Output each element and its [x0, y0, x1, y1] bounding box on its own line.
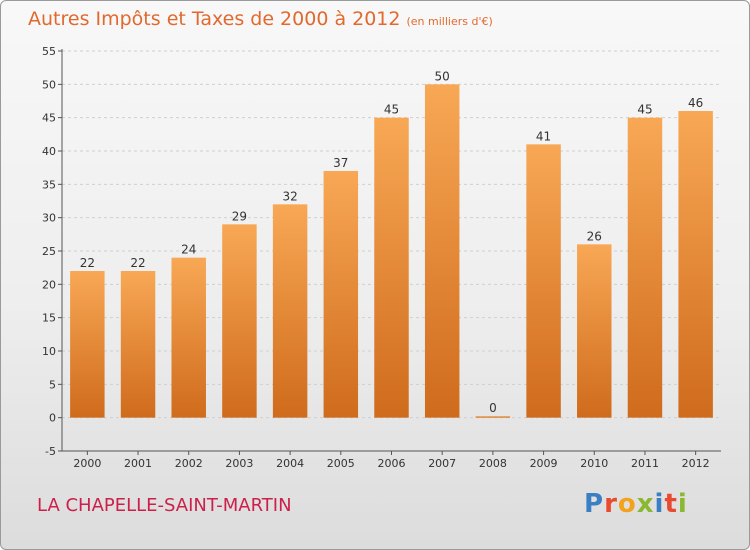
bar-2008 — [475, 416, 511, 418]
logo-letter: t — [664, 489, 678, 519]
y-tick-label: 0 — [49, 412, 56, 425]
x-tick-label: 2002 — [175, 457, 203, 470]
logo-letter: P — [584, 489, 605, 519]
y-tick-label: 20 — [42, 278, 56, 291]
bar-value-label: 24 — [181, 243, 196, 257]
y-tick-label: 10 — [42, 345, 56, 358]
bar-value-label: 41 — [536, 129, 551, 143]
x-tick-label: 2006 — [378, 457, 406, 470]
bar-2006 — [374, 117, 409, 418]
logo-letter: i — [654, 489, 665, 519]
y-tick-label: 15 — [42, 312, 56, 325]
bar-2002 — [171, 257, 206, 418]
labels: -5 0 5 10 15 20 25 30 35 40 45 50 55 22 2000 22 2001 24 20… — [42, 45, 710, 470]
bar-2012 — [678, 111, 713, 418]
bar-value-label: 50 — [435, 69, 450, 83]
x-tick-label: 2003 — [225, 457, 253, 470]
bar-value-label: 46 — [688, 96, 703, 110]
bar-value-label: 45 — [384, 103, 399, 117]
x-tick-label: 2001 — [124, 457, 152, 470]
axes — [58, 49, 721, 455]
logo-letter: o — [617, 489, 637, 519]
y-tick-label: 5 — [49, 378, 56, 391]
y-tick-label: 35 — [42, 178, 56, 191]
logo-letter: i — [677, 489, 688, 519]
bar-2000 — [70, 271, 105, 418]
y-tick-label: 25 — [42, 245, 56, 258]
bar-2010 — [577, 244, 612, 418]
y-tick-label: 50 — [42, 78, 56, 91]
bar-value-label: 22 — [130, 256, 145, 270]
bar-2007 — [424, 84, 460, 418]
x-tick-label: 2007 — [428, 457, 456, 470]
bar-value-label: 45 — [637, 103, 652, 117]
chart-subtitle: (en milliers d'€) — [406, 15, 493, 28]
bar-value-label: 29 — [232, 209, 247, 223]
bar-value-label: 0 — [489, 401, 497, 415]
x-tick-label: 2000 — [73, 457, 101, 470]
bar-value-label: 22 — [80, 256, 95, 270]
y-tick-label: 30 — [42, 212, 56, 225]
x-tick-label: 2004 — [276, 457, 304, 470]
bars — [70, 84, 713, 418]
y-tick-label: 55 — [42, 45, 56, 58]
bar-2005 — [323, 171, 359, 418]
x-tick-label: 2010 — [580, 457, 608, 470]
bar-2011 — [627, 117, 663, 418]
chart-title: Autres Impôts et Taxes de 2000 à 2012 (en… — [28, 8, 493, 30]
x-tick-label: 2012 — [682, 457, 710, 470]
bar-2003 — [222, 224, 257, 418]
bar-2004 — [272, 204, 308, 418]
y-tick-label: 40 — [42, 145, 56, 158]
x-tick-label: 2008 — [479, 457, 507, 470]
bar-value-label: 37 — [333, 156, 348, 170]
y-tick-label: -5 — [45, 445, 56, 458]
y-tick-label: 45 — [42, 112, 56, 125]
x-tick-label: 2009 — [530, 457, 558, 470]
city-name: LA CHAPELLE-SAINT-MARTIN — [37, 495, 292, 516]
logo-letter: r — [604, 489, 618, 519]
x-tick-label: 2011 — [631, 457, 659, 470]
proxiti-logo[interactable]: Proxiti — [584, 489, 688, 519]
logo-letter: x — [636, 489, 655, 519]
bar-value-label: 26 — [587, 229, 602, 243]
chart-title-text: Autres Impôts et Taxes de 2000 à 2012 — [28, 8, 401, 30]
x-tick-label: 2005 — [327, 457, 355, 470]
bar-value-label: 32 — [282, 189, 297, 203]
bar-2001 — [120, 271, 156, 418]
bar-2009 — [526, 144, 561, 418]
